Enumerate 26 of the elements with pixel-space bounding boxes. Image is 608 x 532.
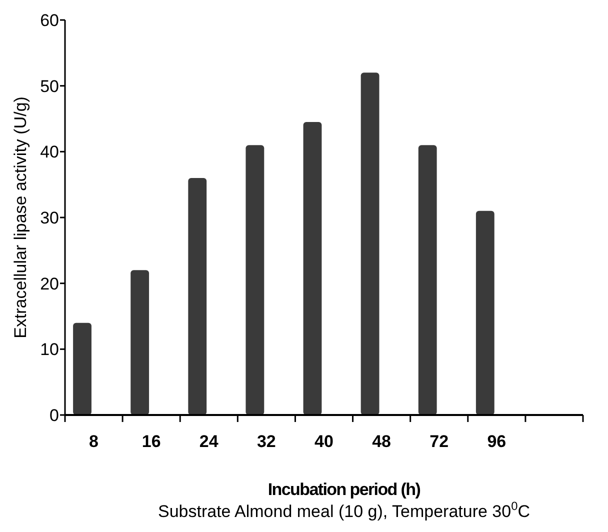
bar: [360, 72, 380, 415]
y-tick-label: 60: [40, 10, 59, 30]
x-tick-label: 96: [487, 432, 506, 451]
bar: [476, 210, 494, 415]
y-tick-label: 50: [40, 76, 59, 96]
x-tick-label: 8: [89, 432, 99, 451]
x-tick-label: 40: [314, 432, 334, 451]
bar: [188, 178, 207, 415]
x-tick-label: 72: [430, 432, 449, 451]
x-axis-title: Incubation period (h): [268, 480, 420, 499]
y-tick-label: 0: [50, 406, 59, 425]
y-axis-title: Extracellular lipase activity (U/g): [11, 96, 30, 338]
y-tick-label: 10: [40, 340, 59, 360]
x-tick-label: 48: [372, 432, 392, 451]
text: Substrate Almond meal (10 g), Temperature 30$^{0}$C: [158, 499, 530, 521]
bar: [130, 270, 150, 415]
y-tick-label: 30: [40, 208, 59, 228]
bar: [73, 322, 92, 415]
y-tick-label: 20: [40, 274, 59, 294]
bar: [303, 122, 322, 415]
x-tick-label: 16: [142, 432, 161, 451]
bar: [246, 145, 264, 415]
bar: [418, 145, 437, 415]
x-tick-label: 32: [256, 432, 276, 451]
y-tick-label: 40: [40, 142, 59, 162]
x-tick-label: 24: [199, 432, 219, 451]
